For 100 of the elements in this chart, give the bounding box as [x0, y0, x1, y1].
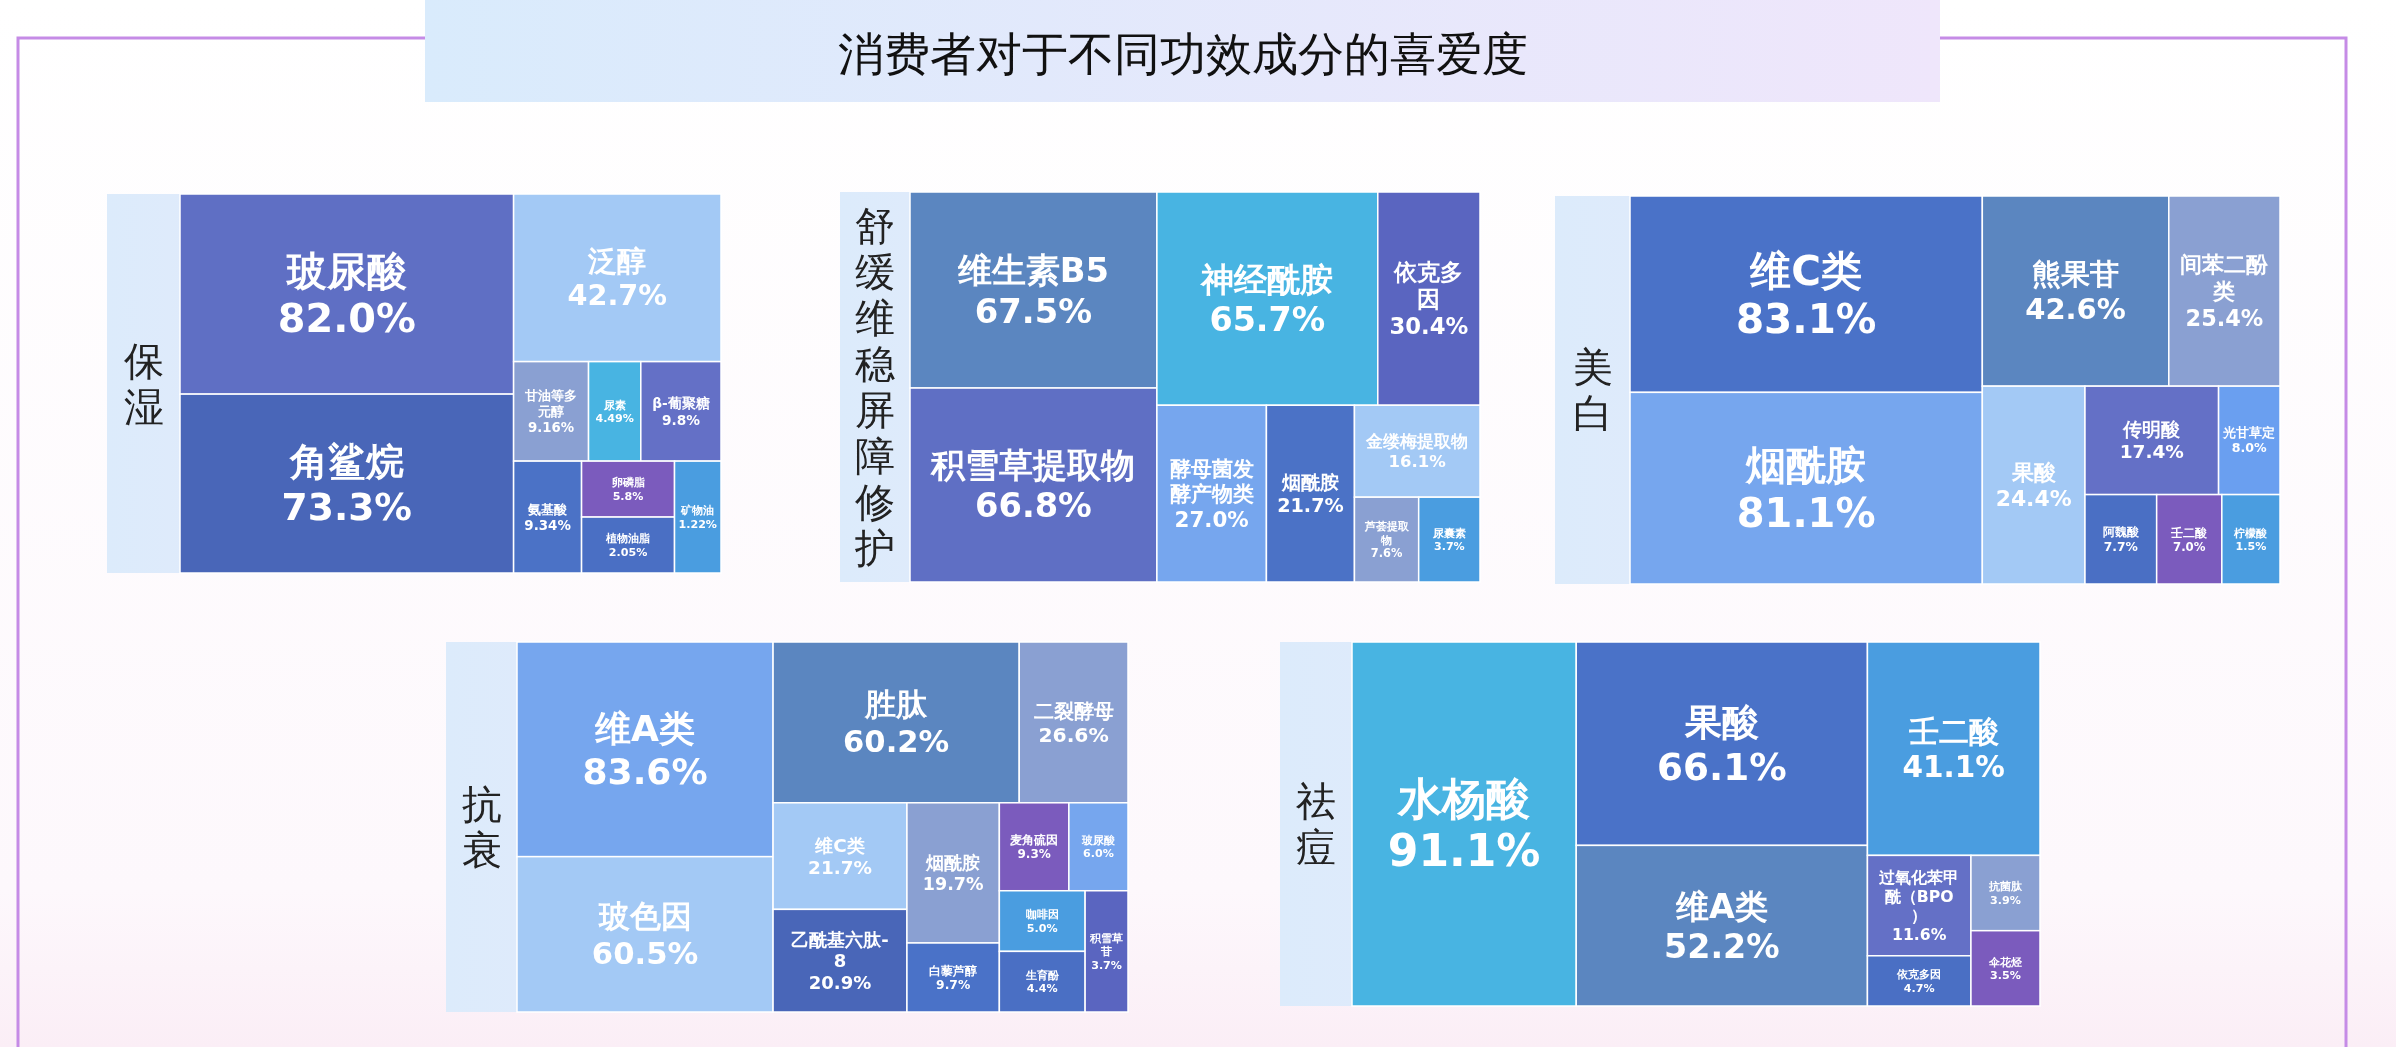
category-label: 抗菌肽	[1987, 880, 2023, 894]
category-label: 胜肽	[864, 687, 929, 723]
category-label: 壬二酸	[1907, 714, 1999, 749]
cell: 水杨酸 91.1%	[1351, 641, 1577, 1007]
category-label: 二裂酵母	[1033, 698, 1114, 723]
data-label: 5.0%	[1026, 921, 1058, 935]
cell: 玻色因 60.5%	[516, 855, 774, 1013]
cell: 传明酸 17.4%	[2084, 385, 2220, 496]
data-label: 7.6%	[1370, 546, 1403, 561]
data-label: 83.6%	[582, 751, 708, 793]
category-label: 积雪草苷	[1089, 932, 1124, 959]
data-label: 24.4%	[1995, 486, 2072, 512]
data-label: 42.6%	[2025, 291, 2126, 326]
cell: 矿物油 1.22%	[673, 460, 722, 574]
data-label: 26.6%	[1038, 722, 1109, 747]
category-label: 依克多因	[1896, 968, 1942, 982]
category-label: 酵母菌发酵产物类	[1169, 455, 1254, 507]
cell: 积雪草苷 3.7%	[1084, 890, 1129, 1013]
category-label: 烟酰胺	[1280, 471, 1339, 494]
text: 抗衰	[461, 781, 502, 874]
category-label: 矿物油	[680, 504, 715, 518]
category-label: 神经酰胺	[1199, 259, 1334, 299]
cell: 甘油等多元醇 9.16%	[512, 360, 590, 462]
category-label: 玻色因	[597, 899, 692, 934]
data-label: 27.0%	[1174, 507, 1249, 532]
data-label: 5.8%	[612, 489, 644, 503]
category-label: 白藜芦醇	[929, 963, 978, 978]
category-label: 过氧化苯甲酰（BPO）	[1878, 868, 1960, 925]
data-label: 3.7%	[1091, 958, 1122, 972]
category-label: 烟酰胺	[1745, 441, 1867, 488]
category-label: 卵磷脂	[610, 476, 645, 490]
cell: 抗菌肽 3.9%	[1970, 854, 2041, 932]
category-label: 角鲨烷	[288, 439, 404, 484]
cell: 柠檬酸 1.5%	[2221, 493, 2281, 585]
cell: 泛醇 42.7%	[512, 193, 722, 363]
cell: 神经酰胺 65.7%	[1156, 191, 1379, 406]
cell: 烟酰胺 81.1%	[1629, 391, 1984, 585]
cell: 间苯二酚类 25.4%	[2168, 195, 2281, 387]
cell: 尿素 4.49%	[587, 360, 642, 462]
cell: 麦角硫因 9.3%	[998, 802, 1070, 892]
data-label: 66.8%	[975, 486, 1092, 526]
category-label: 维C类	[814, 834, 865, 856]
category-label: 氨基酸	[527, 501, 569, 517]
cell: 维A类 83.6%	[516, 641, 774, 858]
cell: 维C类 21.7%	[772, 802, 908, 911]
cell: 果酸 66.1%	[1575, 641, 1869, 847]
category-label: 壬二酸	[2170, 525, 2209, 540]
cell: 尿囊素 3.7%	[1417, 496, 1481, 583]
cell: 咖啡因 5.0%	[998, 890, 1086, 953]
data-label: 82.0%	[277, 295, 416, 342]
category-label: 咖啡因	[1025, 908, 1059, 922]
data-label: 30.4%	[1389, 313, 1469, 340]
cell: 维生素B5 67.5%	[909, 191, 1158, 389]
data-label: 60.2%	[843, 723, 950, 759]
category-label: 柠檬酸	[2233, 526, 2269, 540]
category-label: 依克多因	[1393, 258, 1464, 312]
data-label: 3.7%	[1433, 540, 1465, 554]
data-label: 65.7%	[1209, 299, 1326, 339]
data-label: 52.2%	[1664, 926, 1780, 966]
data-label: 7.0%	[2173, 539, 2206, 554]
cell: 玻尿酸 82.0%	[179, 193, 515, 395]
category-label: 熊果苷	[2032, 257, 2120, 292]
data-label: 11.6%	[1891, 924, 1947, 944]
data-label: 4.7%	[1903, 981, 1935, 995]
category-label: 积雪草提取物	[930, 445, 1136, 485]
cell: 过氧化苯甲酰（BPO） 11.6%	[1866, 854, 1972, 957]
data-label: 21.7%	[1277, 494, 1344, 517]
category-label: 阿魏酸	[2102, 525, 2140, 540]
category-label: 维C类	[1749, 246, 1863, 295]
cell: 生育酚 4.4%	[998, 950, 1086, 1013]
cell: 壬二酸 7.0%	[2155, 493, 2223, 585]
data-label: 83.1%	[1735, 295, 1877, 343]
data-label: 4.49%	[595, 412, 634, 425]
cell: 果酸 24.4%	[1981, 385, 2086, 585]
cell: 烟酰胺 21.7%	[1265, 404, 1356, 583]
data-label: 81.1%	[1736, 489, 1876, 536]
cell: 壬二酸 41.1%	[1866, 641, 2041, 857]
category-label: 生育酚	[1024, 969, 1060, 982]
category-label: 金缕梅提取物	[1365, 432, 1469, 452]
cell: 卵磷脂 5.8%	[580, 460, 676, 518]
category-label: 果酸	[1683, 699, 1759, 744]
cell: 依克多因 30.4%	[1377, 191, 1481, 406]
data-label: 17.4%	[2119, 441, 2184, 463]
cell: 酵母菌发酵产物类 27.0%	[1156, 404, 1268, 583]
cell: 依克多因 4.7%	[1866, 955, 1972, 1007]
cell: 熊果苷 42.6%	[1981, 195, 2170, 387]
cell: 烟酰胺 19.7%	[906, 802, 1001, 944]
category-label: 尿囊素	[1431, 526, 1466, 540]
category-label: 水杨酸	[1396, 772, 1531, 824]
text: 祛痘	[1296, 778, 1336, 871]
category-label: 乙酰基六肽-8	[791, 928, 889, 972]
category-label: β-葡聚糖	[652, 395, 710, 412]
cell: 植物油脂 2.05%	[580, 516, 676, 574]
data-label: 9.7%	[936, 978, 971, 993]
text: 舒缓维稳屏障修护	[854, 203, 895, 572]
cell: 伞花烃 3.5%	[1970, 929, 2041, 1007]
category-label: 传明酸	[2122, 418, 2182, 440]
data-label: 9.3%	[1017, 847, 1051, 862]
data-label: 4.4%	[1026, 982, 1058, 996]
category-label: 芦荟提取物	[1363, 519, 1410, 547]
